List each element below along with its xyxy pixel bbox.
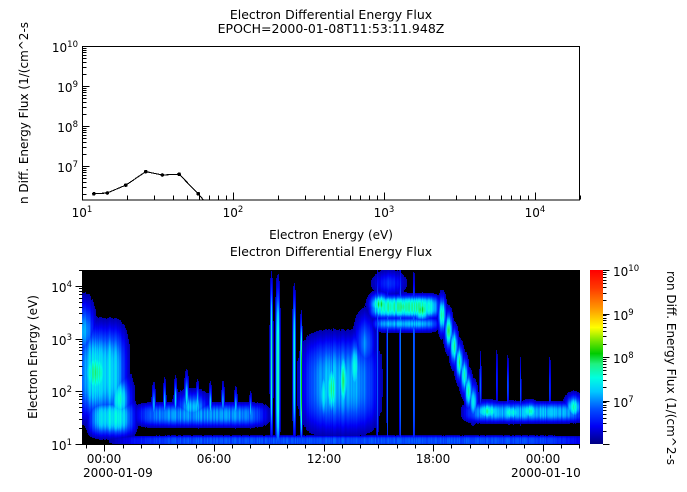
data-point-marker [144, 169, 148, 174]
data-point-marker [177, 172, 181, 176]
data-point-marker [124, 183, 128, 187]
time-tick-label: 06:00 [196, 452, 232, 466]
top-chart-title: Electron Differential Energy Flux [229, 7, 433, 22]
time-tick-label: 00:00 [86, 452, 122, 466]
x-tick-label: 103 [373, 205, 395, 220]
data-point-marker [92, 192, 96, 196]
top-chart-x-axis-label: Electron Energy (eV) [269, 228, 393, 242]
data-point-marker [160, 173, 164, 177]
y-tick-label: 109 [57, 80, 78, 95]
time-tick-label: 18:00 [415, 452, 451, 466]
top-plot-frame [82, 46, 580, 201]
y-tick-label: 1010 [51, 40, 78, 55]
energy-tick-label: 103 [51, 333, 72, 348]
bottom-chart-title: Electron Differential Energy Flux [229, 244, 433, 259]
date-label-end: 2000-01-10 [511, 466, 581, 480]
flux-line-series [92, 169, 206, 200]
time-tick-label: 00:00 [525, 452, 561, 466]
spectrogram-heatmap [82, 270, 580, 444]
data-point-marker [203, 199, 206, 200]
x-tick-label: 102 [222, 205, 244, 220]
data-point-marker [105, 191, 109, 195]
energy-tick-label: 102 [51, 385, 72, 400]
flux-line [93, 171, 205, 200]
colorbar-gradient [590, 270, 603, 444]
data-point-marker [196, 192, 201, 196]
energy-tick-label: 101 [51, 438, 72, 453]
x-tick-label: 101 [71, 205, 93, 220]
colorbar-tick-label: 108 [613, 351, 634, 366]
y-tick-label: 108 [57, 120, 78, 135]
top-chart-subtitle: EPOCH=2000-01-08T11:53:11.948Z [217, 21, 445, 36]
x-tick-label: 104 [524, 205, 546, 220]
energy-tick-label: 104 [51, 280, 72, 295]
colorbar-tick-label: 107 [613, 395, 634, 410]
colorbar-tick-label: 109 [613, 308, 634, 323]
colorbar-tick-label: 1010 [613, 264, 640, 279]
date-label-start: 2000-01-09 [83, 466, 153, 480]
y-tick-label: 107 [57, 160, 78, 175]
time-tick-label: 12:00 [306, 452, 342, 466]
